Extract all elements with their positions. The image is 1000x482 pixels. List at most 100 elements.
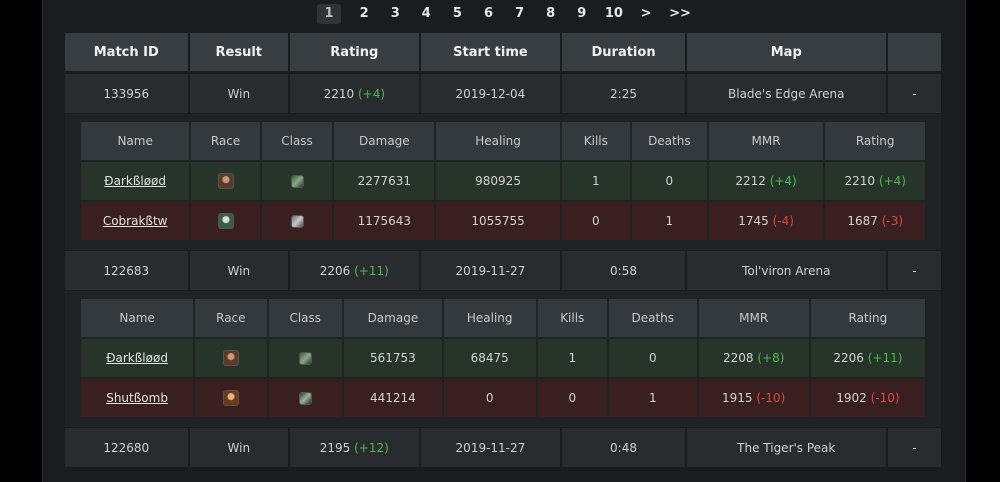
- player-name-cell: Shutßomb: [81, 379, 194, 417]
- match-detail-cell: Name Race Class Damage Healing Kills Deaths MMR…: [65, 291, 941, 427]
- player-kills-cell: 0: [561, 202, 630, 240]
- player-damage-cell: 2277631: [334, 162, 435, 202]
- mmr-value: 2212: [735, 174, 766, 188]
- pagination: 1 2 3 4 5 6 7 8 9 10 > >>: [43, 2, 965, 24]
- page-link-8[interactable]: 8: [546, 6, 556, 21]
- players-table: Name Race Class Damage Healing Kills Deaths MMR…: [79, 122, 927, 240]
- sub-col-header-damage[interactable]: Damage: [343, 299, 442, 339]
- col-header-rating[interactable]: Rating: [290, 33, 419, 73]
- page-link-4[interactable]: 4: [421, 6, 431, 21]
- mmr-delta: (-4): [772, 214, 794, 228]
- rating-value: 2206: [319, 263, 351, 278]
- player-name-link[interactable]: Shutßomb: [106, 391, 168, 405]
- sub-col-header-name[interactable]: Name: [81, 299, 194, 339]
- class-icon: [298, 352, 312, 365]
- page-link-1[interactable]: 1: [317, 4, 342, 24]
- col-header-match-id[interactable]: Match ID: [65, 33, 188, 73]
- sub-col-header-name[interactable]: Name: [81, 122, 190, 162]
- sub-col-header-deaths[interactable]: Deaths: [608, 299, 697, 339]
- match-id-cell: 133956: [65, 73, 188, 114]
- player-healing-cell: 1055755: [436, 202, 560, 240]
- page-link-7[interactable]: 7: [515, 6, 525, 21]
- sub-col-header-mmr[interactable]: MMR: [698, 299, 809, 339]
- match-id-cell: 122683: [65, 250, 188, 291]
- player-row: Cobrakßtw 1175643 1055755 0 1 1745 (-4) 1687 (…: [81, 202, 925, 240]
- match-row[interactable]: 122680 Win 2195 (+12) 2019-11-27 0:48 The Tig…: [65, 427, 941, 468]
- match-detail-cell: Name Race Class Damage Healing Kills Deaths MMR…: [65, 114, 941, 250]
- player-class-cell: [268, 379, 342, 417]
- page-link-10[interactable]: 10: [604, 6, 623, 21]
- sub-col-header-rating[interactable]: Rating: [810, 299, 925, 339]
- player-damage-cell: 561753: [343, 339, 442, 379]
- sub-col-header-healing[interactable]: Healing: [443, 299, 536, 339]
- player-rating-cell: 1902 (-10): [810, 379, 925, 417]
- match-start-cell: 2019-11-27: [420, 250, 561, 291]
- player-kills-cell: 1: [561, 162, 630, 202]
- col-header-result[interactable]: Result: [189, 33, 289, 73]
- sub-col-header-damage[interactable]: Damage: [334, 122, 435, 162]
- rating-value: 2210: [323, 86, 355, 101]
- next-page-link[interactable]: >: [640, 6, 652, 21]
- match-start-cell: 2019-12-04: [420, 73, 561, 114]
- player-name-cell: Ðarkßløød: [81, 339, 194, 379]
- mmr-delta: (-10): [756, 391, 786, 405]
- player-damage-cell: 1175643: [334, 202, 435, 240]
- col-header-duration[interactable]: Duration: [562, 33, 685, 73]
- player-healing-cell: 0: [443, 379, 536, 417]
- player-name-link[interactable]: Ðarkßløød: [106, 351, 168, 365]
- player-name-link[interactable]: Cobrakßtw: [102, 214, 168, 228]
- player-healing-cell: 980925: [436, 162, 560, 202]
- match-rating-cell: 2210 (+4): [290, 73, 419, 114]
- rating-delta: (+4): [878, 174, 906, 188]
- match-detail-row: Name Race Class Damage Healing Kills Deaths MMR…: [65, 291, 941, 427]
- player-mmr-cell: 2212 (+4): [708, 162, 824, 202]
- match-row[interactable]: 122683 Win 2206 (+11) 2019-11-27 0:58 Tol'vir…: [65, 250, 941, 291]
- rating-delta: (+12): [354, 440, 389, 455]
- sub-col-header-class[interactable]: Class: [268, 299, 342, 339]
- page-link-2[interactable]: 2: [359, 6, 369, 21]
- sub-col-header-rating[interactable]: Rating: [825, 122, 925, 162]
- sub-col-header-mmr[interactable]: MMR: [708, 122, 824, 162]
- match-map-cell: Blade's Edge Arena: [686, 73, 886, 114]
- players-header-row: Name Race Class Damage Healing Kills Deaths MMR…: [81, 299, 925, 339]
- match-extra-cell: -: [887, 73, 941, 114]
- col-header-start-time[interactable]: Start time: [420, 33, 561, 73]
- player-name-cell: Ðarkßløød: [81, 162, 190, 202]
- sub-col-header-race[interactable]: Race: [195, 299, 267, 339]
- player-damage-cell: 441214: [343, 379, 442, 417]
- col-header-map[interactable]: Map: [686, 33, 886, 73]
- matches-header-row: Match ID Result Rating Start time Durati…: [65, 33, 941, 73]
- player-row: Ðarkßløød 561753 68475 1 0 2208 (+8) 2206 (+11…: [81, 339, 925, 379]
- sub-col-header-kills[interactable]: Kills: [561, 122, 630, 162]
- player-rating-cell: 2210 (+4): [825, 162, 925, 202]
- rating-value: 1687: [847, 214, 878, 228]
- sub-col-header-healing[interactable]: Healing: [436, 122, 560, 162]
- match-extra-cell: -: [887, 427, 941, 468]
- player-race-cell: [195, 339, 267, 379]
- player-deaths-cell: 1: [608, 379, 697, 417]
- race-portrait-icon: [217, 173, 234, 189]
- match-row[interactable]: 133956 Win 2210 (+4) 2019-12-04 2:25 Blade's …: [65, 73, 941, 114]
- sub-col-header-kills[interactable]: Kills: [537, 299, 607, 339]
- rating-value: 2210: [844, 174, 875, 188]
- rating-delta: (+11): [354, 263, 389, 278]
- rating-delta: (-3): [881, 214, 904, 228]
- race-portrait-icon: [222, 390, 239, 406]
- rating-value: 2195: [319, 440, 351, 455]
- page-link-9[interactable]: 9: [577, 6, 587, 21]
- page-link-5[interactable]: 5: [452, 6, 462, 21]
- rating-delta: (+11): [867, 351, 903, 365]
- match-map-cell: Tol'viron Arena: [686, 250, 886, 291]
- page-link-3[interactable]: 3: [390, 6, 400, 21]
- sub-col-header-class[interactable]: Class: [261, 122, 333, 162]
- page-link-6[interactable]: 6: [483, 6, 494, 21]
- match-result-cell: Win: [189, 427, 289, 468]
- match-result-cell: Win: [189, 250, 289, 291]
- player-name-link[interactable]: Ðarkßløød: [104, 174, 167, 188]
- player-rating-cell: 1687 (-3): [825, 202, 925, 240]
- sub-col-header-deaths[interactable]: Deaths: [631, 122, 707, 162]
- player-row: Shutßomb 441214 0 0 1 1915 (-10) 1902 (-10): [81, 379, 925, 417]
- last-page-link[interactable]: >>: [669, 6, 691, 21]
- match-rating-cell: 2206 (+11): [290, 250, 419, 291]
- sub-col-header-race[interactable]: Race: [191, 122, 260, 162]
